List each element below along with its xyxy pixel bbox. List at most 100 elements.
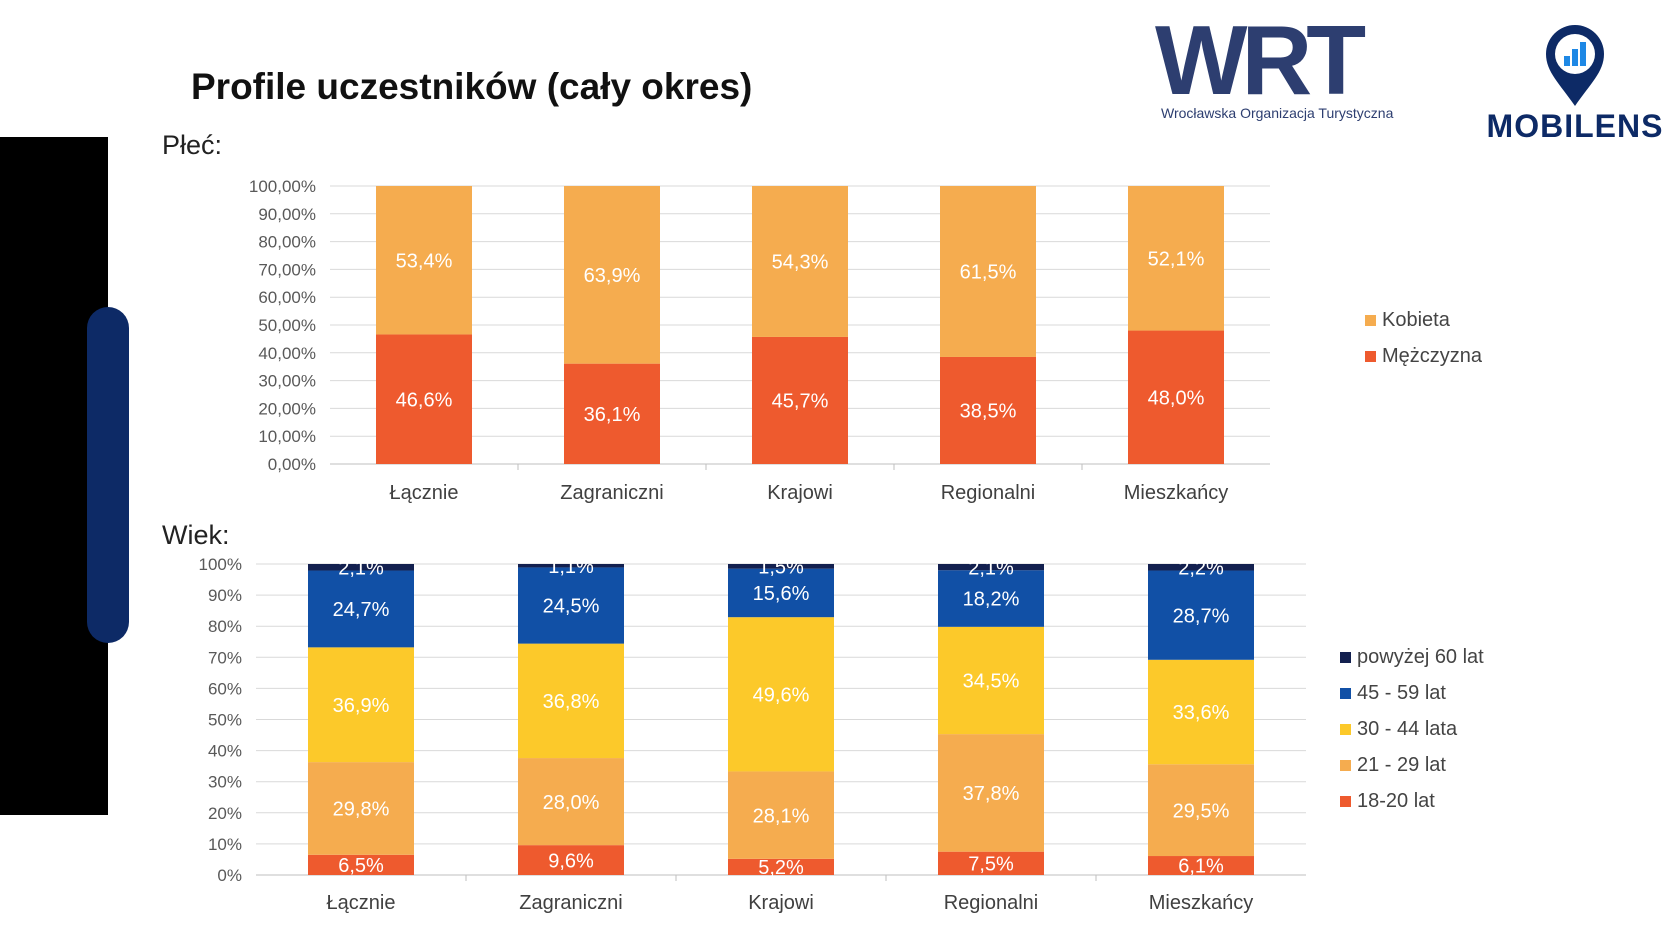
bar-30-44-lata-cznie: [308, 647, 414, 763]
x-category-label: Mieszkańcy: [1149, 892, 1253, 914]
legend-label: 30 - 44 lata: [1357, 717, 1458, 740]
y-tick-label: 0%: [217, 866, 242, 885]
bar-18-20-lat-mieszka-cy: [1148, 856, 1254, 875]
data-label: 29,5%: [1173, 800, 1230, 822]
bar-powy-ej-60-lat-cznie: [308, 564, 414, 571]
legend-label: Mężczyzna: [1382, 344, 1483, 367]
data-label: 15,6%: [753, 583, 810, 605]
data-label: 6,1%: [1178, 856, 1224, 878]
legend-swatch: [1340, 795, 1351, 807]
y-tick-label: 90%: [208, 586, 242, 605]
bar-powy-ej-60-lat-krajowi: [728, 564, 834, 569]
bar-18-20-lat-cznie: [308, 854, 414, 875]
data-label: 53,4%: [396, 250, 453, 272]
bar-kobieta-krajowi: [752, 186, 848, 337]
bar-30-44-lata-regionalni: [938, 626, 1044, 735]
y-tick-label: 80,00%: [258, 233, 316, 252]
left-blue-pill: [87, 307, 129, 643]
bar-21-29-lat-regionalni: [938, 734, 1044, 852]
data-label: 18,2%: [963, 589, 1020, 611]
data-label: 7,5%: [968, 854, 1014, 876]
data-label: 28,1%: [753, 805, 810, 827]
x-category-label: Łącznie: [390, 482, 459, 504]
x-category-label: Zagraniczni: [519, 892, 622, 914]
bar-21-29-lat-cznie: [308, 762, 414, 855]
legend-item-18-20-lat: 18-20 lat: [1340, 783, 1484, 819]
wrt-logo: WRT Wrocławska Organizacja Turystyczna: [1155, 5, 1425, 125]
x-category-label: Mieszkańcy: [1124, 482, 1228, 504]
data-label: 5,2%: [758, 857, 804, 879]
wrt-logo-letters: WRT: [1155, 10, 1365, 115]
bar-m-czyzna-regionalni: [940, 356, 1036, 464]
bar-m-czyzna-cznie: [376, 334, 472, 464]
x-category-label: Regionalni: [941, 482, 1036, 504]
bar-21-29-lat-zagraniczni: [518, 758, 624, 846]
bar-45-59-lat-cznie: [308, 570, 414, 648]
y-tick-label: 60,00%: [258, 288, 316, 307]
legend-swatch: [1365, 350, 1376, 362]
legend-item-45-59-lat: 45 - 59 lat: [1340, 675, 1484, 711]
bar-kobieta-regionalni: [940, 186, 1036, 357]
legend-swatch: [1340, 723, 1351, 735]
x-category-label: Regionalni: [944, 892, 1039, 914]
y-tick-label: 30%: [208, 773, 242, 792]
wrt-logo-graphic: WRT Wrocławska Organizacja Turystyczna: [1155, 5, 1394, 121]
bar-kobieta-zagraniczni: [564, 186, 660, 364]
y-tick-label: 30,00%: [258, 372, 316, 391]
data-label: 38,5%: [960, 401, 1017, 423]
data-label: 36,8%: [543, 691, 600, 713]
legend-label: 45 - 59 lat: [1357, 681, 1446, 704]
legend-item-m-czyzna: Mężczyzna: [1365, 338, 1482, 374]
y-tick-label: 20,00%: [258, 399, 316, 418]
data-label: 49,6%: [753, 685, 810, 707]
bar-powy-ej-60-lat-zagraniczni: [518, 564, 624, 568]
legend-item-21-29-lat: 21 - 29 lat: [1340, 747, 1484, 783]
legend-item-30-44-lata: 30 - 44 lata: [1340, 711, 1484, 747]
bar-45-59-lat-mieszka-cy: [1148, 570, 1254, 660]
data-label: 2,1%: [338, 557, 384, 579]
data-label: 52,1%: [1148, 248, 1205, 270]
gender-section-label: Płeć:: [162, 130, 223, 160]
data-label: 2,1%: [968, 557, 1014, 579]
data-label: 45,7%: [772, 391, 829, 413]
legend-label: 21 - 29 lat: [1357, 753, 1446, 776]
map-pin-chart-icon: [1546, 25, 1604, 106]
bar-18-20-lat-regionalni: [938, 851, 1044, 875]
bar-21-29-lat-mieszka-cy: [1148, 764, 1254, 857]
y-tick-label: 80%: [208, 617, 242, 636]
x-category-label: Zagraniczni: [560, 482, 663, 504]
data-label: 29,8%: [333, 799, 390, 821]
data-label: 24,5%: [543, 596, 600, 618]
data-label: 34,5%: [963, 671, 1020, 693]
legend-swatch: [1340, 651, 1351, 663]
mobilens-wordmark: MOBILENS: [1486, 108, 1664, 144]
legend-label: powyżej 60 lat: [1357, 645, 1484, 668]
y-tick-label: 50%: [208, 711, 242, 730]
data-label: 36,1%: [584, 404, 641, 426]
data-label: 48,0%: [1148, 387, 1205, 409]
y-tick-label: 70,00%: [258, 260, 316, 279]
x-category-label: Krajowi: [748, 892, 814, 914]
gender-chart: 0,00% 10,00% 20,00% 30,00% 40,00% 50,00% 60,00…: [249, 177, 1270, 504]
bar-30-44-lata-krajowi: [728, 617, 834, 772]
y-tick-label: 10,00%: [258, 427, 316, 446]
y-tick-label: 70%: [208, 648, 242, 667]
data-label: 37,8%: [963, 783, 1020, 805]
data-label: 28,7%: [1173, 605, 1230, 627]
age-section-label: Wiek:: [162, 520, 230, 550]
data-label: 36,9%: [333, 695, 390, 717]
data-label: 61,5%: [960, 262, 1017, 284]
legend-item-kobieta: Kobieta: [1365, 302, 1482, 338]
y-tick-label: 20%: [208, 804, 242, 823]
bar-18-20-lat-zagraniczni: [518, 845, 624, 875]
data-label: 33,6%: [1173, 702, 1230, 724]
y-tick-label: 50,00%: [258, 316, 316, 335]
x-category-label: Łącznie: [327, 892, 396, 914]
legend-swatch: [1340, 759, 1351, 771]
y-tick-label: 60%: [208, 679, 242, 698]
legend-swatch: [1340, 687, 1351, 699]
bar-30-44-lata-mieszka-cy: [1148, 659, 1254, 765]
legend-label: 18-20 lat: [1357, 789, 1435, 812]
bar-m-czyzna-zagraniczni: [564, 363, 660, 464]
data-label: 54,3%: [772, 252, 829, 274]
